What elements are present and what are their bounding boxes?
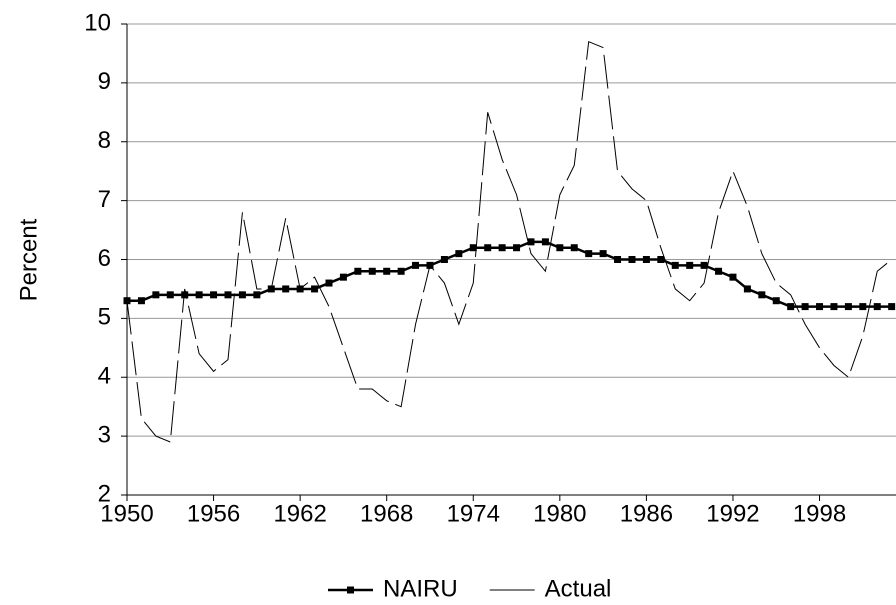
marker [801, 303, 809, 311]
legend-label: NAIRU [383, 575, 458, 602]
marker [816, 303, 824, 311]
marker [541, 238, 549, 246]
marker [195, 291, 203, 299]
marker [397, 267, 405, 275]
marker [642, 256, 650, 263]
marker [152, 291, 160, 299]
legend-label: Actual [545, 575, 612, 602]
marker [599, 250, 607, 258]
marker [787, 303, 795, 311]
x-tick-label: 1974 [447, 500, 500, 527]
marker [570, 244, 578, 252]
marker [729, 273, 737, 281]
marker [513, 244, 521, 252]
line-1 [126, 40, 892, 443]
y-tick-label: 10 [84, 9, 111, 36]
marker [137, 297, 145, 305]
marker [383, 267, 391, 275]
marker [772, 297, 780, 305]
marker [440, 256, 448, 263]
y-tick-label: 9 [98, 68, 111, 95]
marker [455, 250, 463, 258]
x-tick-label: 1968 [360, 500, 413, 527]
marker [700, 261, 708, 269]
y-tick-label: 6 [98, 245, 111, 272]
y-tick-label: 4 [98, 363, 111, 390]
plot-area [123, 40, 896, 443]
marker [657, 256, 665, 263]
marker [325, 279, 333, 287]
marker [412, 261, 420, 269]
marker [469, 244, 477, 252]
y-tick-label: 8 [98, 127, 111, 154]
marker [830, 303, 838, 311]
marker [859, 303, 867, 311]
legend-marker [347, 586, 354, 594]
marker [844, 303, 852, 311]
marker [758, 291, 766, 299]
x-tick-label: 1956 [187, 500, 240, 527]
y-tick-label: 5 [98, 304, 111, 331]
marker [888, 303, 896, 311]
marker [238, 291, 246, 299]
marker [686, 261, 694, 269]
marker [339, 273, 347, 281]
marker [585, 250, 593, 258]
x-tick-label: 1980 [533, 500, 586, 527]
x-tick-label: 1950 [100, 500, 153, 527]
marker [498, 244, 506, 252]
marker [354, 267, 362, 275]
x-tick-label: 1962 [273, 500, 326, 527]
marker [743, 285, 751, 293]
marker [253, 291, 261, 299]
marker [556, 244, 564, 252]
marker [614, 256, 622, 263]
marker [873, 303, 881, 311]
marker [628, 256, 636, 263]
marker [671, 261, 679, 269]
marker [311, 285, 319, 293]
marker [181, 291, 189, 299]
marker [282, 285, 290, 293]
marker [224, 291, 232, 299]
marker [715, 267, 723, 275]
marker [210, 291, 218, 299]
x-tick-label: 1986 [620, 500, 673, 527]
marker [527, 238, 535, 246]
x-tick-label: 1998 [793, 500, 846, 527]
y-tick-label: 7 [98, 186, 111, 213]
y-tick-label: 2 [98, 480, 111, 507]
y-axis-label: Percent [15, 218, 42, 301]
marker [484, 244, 492, 252]
x-tick-label: 1992 [706, 500, 759, 527]
marker [166, 291, 174, 299]
y-tick-label: 3 [98, 421, 111, 448]
marker [368, 267, 376, 275]
